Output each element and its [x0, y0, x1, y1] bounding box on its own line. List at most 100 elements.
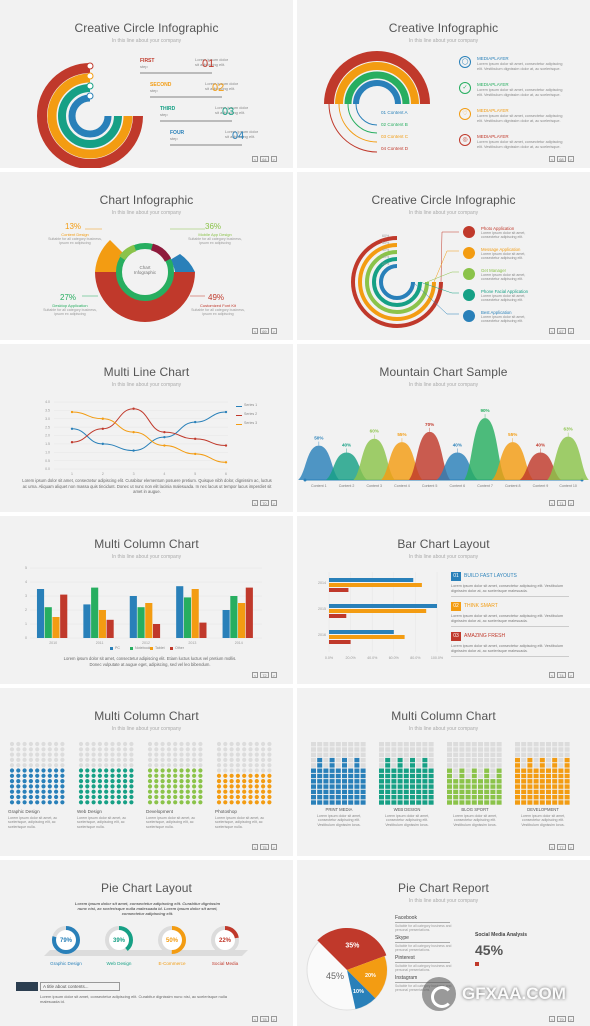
matrix-dot	[16, 779, 21, 784]
slide-multi-column-chart-2[interactable]: Multi Column Chart In this line about yo…	[0, 688, 293, 856]
matrix-square	[490, 773, 496, 779]
bar	[329, 640, 351, 644]
chart-description: Lorem ipsum dolor sit amet, consectetur …	[63, 656, 237, 667]
matrix-dot	[261, 757, 266, 762]
app-icon[interactable]	[463, 268, 475, 280]
matrix-square	[521, 763, 527, 768]
matrix-dot	[78, 741, 84, 747]
matrix-square	[564, 752, 570, 757]
matrix-dot	[173, 757, 178, 762]
matrix-dot	[154, 800, 159, 805]
matrix-dot	[91, 800, 96, 805]
slide-chart-infographic[interactable]: Chart Infographic In this line about you…	[0, 172, 293, 340]
media-item-icon[interactable]: ◎	[459, 134, 471, 146]
chart-description: Lorem ipsum dolor sit amet, consectetur …	[22, 478, 272, 495]
matrix-dot	[22, 747, 27, 752]
category-label: Content 9	[533, 484, 549, 488]
matrix-dot	[110, 773, 115, 778]
page-nav[interactable]: <72 >	[251, 672, 277, 678]
app-name: Message Application	[481, 247, 521, 252]
matrix-square	[385, 757, 391, 763]
matrix-dot	[254, 789, 259, 794]
matrix-dot	[110, 752, 115, 757]
matrix-dot	[28, 768, 33, 773]
matrix-square	[385, 789, 391, 795]
matrix-dot	[129, 789, 134, 794]
matrix-dot	[22, 741, 27, 747]
matrix-dot	[85, 789, 90, 794]
matrix-square	[533, 747, 539, 752]
matrix-dot	[16, 757, 21, 762]
matrix-square	[329, 773, 335, 779]
matrix-dot	[35, 800, 40, 805]
matrix-square	[496, 742, 502, 747]
y-tick-label: 0.5	[45, 459, 50, 463]
app-icon[interactable]	[463, 310, 475, 322]
page-nav[interactable]: <71 >	[548, 500, 574, 506]
matrix-square	[496, 757, 502, 763]
slide-bar-chart-layout[interactable]: Bar Chart Layout In this line about your…	[297, 516, 590, 684]
slide-creative-circle-1[interactable]: Creative Circle Infographic In this line…	[0, 0, 293, 168]
legend-label: PC	[115, 646, 120, 650]
matrix-square	[403, 768, 409, 773]
matrix-dot	[104, 752, 109, 757]
feature-text: Lorem ipsum dolor sit amet, consectetur …	[451, 644, 564, 653]
mountain-shape	[408, 431, 451, 480]
slide-multi-line-chart[interactable]: Multi Line Chart In this line about your…	[0, 344, 293, 512]
matrix-dot	[60, 784, 65, 789]
app-icon[interactable]	[463, 247, 475, 259]
matrix-dot	[47, 784, 52, 789]
matrix-dot	[154, 741, 159, 747]
matrix-dot	[254, 800, 259, 805]
group-text: Lorem ipsum dolor sit amet, consectetur …	[520, 814, 566, 827]
matrix-square	[521, 742, 527, 747]
matrix-square	[471, 784, 477, 789]
matrix-dot	[104, 779, 109, 784]
matrix-dot	[41, 768, 46, 773]
page-nav[interactable]: <74 >	[548, 672, 574, 678]
media-item-icon[interactable]: ◯	[459, 56, 471, 68]
watermark-text: GFXAA.COM	[462, 984, 566, 1003]
media-item-text: Lorem ipsum dolor sit amet, consectetur …	[477, 88, 563, 97]
media-item-icon[interactable]: ✓	[459, 82, 471, 94]
matrix-square	[447, 763, 452, 768]
matrix-dot	[22, 768, 27, 773]
page-nav[interactable]: <67 >	[548, 328, 574, 334]
matrix-square	[422, 773, 428, 779]
step-number: 03	[222, 106, 235, 118]
matrix-dot	[60, 773, 65, 778]
matrix-dot	[229, 773, 234, 778]
app-text: Lorem ipsum dolor sit amet, consectetur …	[481, 294, 526, 303]
page-nav[interactable]: <78 >	[251, 1016, 277, 1022]
page-nav[interactable]: <64 >	[251, 156, 277, 162]
slide-creative-circle-2[interactable]: Creative Circle Infographic In this line…	[297, 172, 590, 340]
matrix-dot	[242, 757, 247, 762]
page-nav[interactable]: <70 >	[251, 500, 277, 506]
mountain-shape	[353, 438, 396, 480]
step-word: THIRD	[160, 106, 176, 112]
matrix-dot	[16, 752, 21, 757]
matrix-square	[410, 800, 415, 805]
app-icon[interactable]	[463, 289, 475, 301]
page-nav[interactable]: <79 >	[548, 1016, 574, 1022]
page-nav[interactable]: <69 >	[251, 328, 277, 334]
slide-creative-infographic[interactable]: Creative Infographic In this line about …	[297, 0, 590, 168]
page-nav[interactable]: <75 >	[251, 844, 277, 850]
media-item-icon[interactable]: ♡	[459, 108, 471, 120]
matrix-dot	[123, 779, 128, 784]
category-label: Content 8	[505, 484, 521, 488]
matrix-dot	[154, 747, 159, 752]
app-icon[interactable]	[463, 226, 475, 238]
slide-multi-column-chart-1[interactable]: Multi Column Chart In this line about yo…	[0, 516, 293, 684]
matrix-dot	[235, 752, 240, 757]
matrix-square	[416, 779, 422, 784]
page-nav[interactable]: <77 >	[548, 844, 574, 850]
matrix-dot	[22, 800, 27, 805]
matrix-dot	[216, 773, 222, 778]
feature-name: BUILD FAST LAYOUTS	[464, 573, 517, 579]
matrix-dot	[9, 784, 15, 789]
slide-mountain-chart[interactable]: Mountain Chart Sample In this line about…	[297, 344, 590, 512]
slide-pie-chart-layout[interactable]: Pie Chart Layout Lorem ipsum dolor sit a…	[0, 860, 293, 1026]
page-nav[interactable]: <68 >	[548, 156, 574, 162]
slide-multi-column-chart-3[interactable]: Multi Column Chart In this line about yo…	[297, 688, 590, 856]
